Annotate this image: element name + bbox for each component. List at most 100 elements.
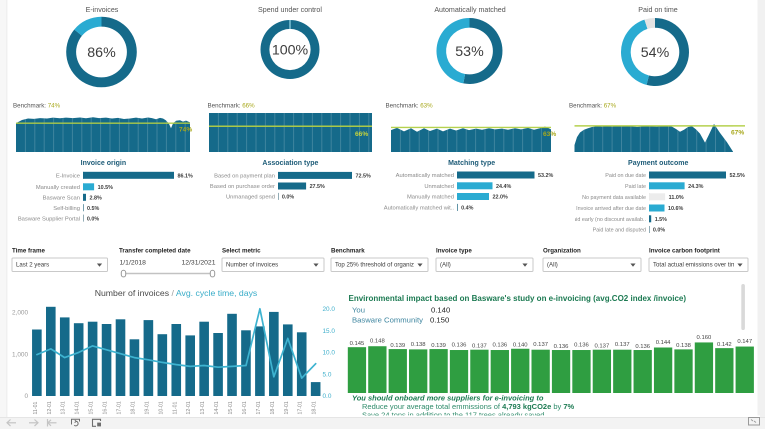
svg-text:0.5%: 0.5% [87,206,99,212]
svg-text:Basware Scan: Basware Scan [43,196,80,202]
svg-text:52.5%: 52.5% [730,173,745,179]
svg-text:15-01: 15-01 [228,401,234,414]
svg-text:E-invoices: E-invoices [86,6,119,14]
svg-text:72.5%: 72.5% [356,174,371,180]
svg-text:Time frame: Time frame [12,248,45,255]
svg-text:24.3%: 24.3% [688,184,703,190]
svg-text:67%: 67% [731,130,744,137]
svg-text:Invoice carbon footprint: Invoice carbon footprint [649,248,720,255]
svg-text:Association type: Association type [262,160,318,167]
svg-text:1/1/2018: 1/1/2018 [120,260,147,267]
svg-text:10.5%: 10.5% [98,185,113,191]
svg-text:Organization: Organization [543,248,581,255]
svg-text:14-01: 14-01 [75,401,81,414]
svg-text:0.140: 0.140 [431,306,450,315]
svg-text:0.147: 0.147 [737,339,752,345]
svg-text:66%: 66% [355,131,368,138]
svg-text:0.0%: 0.0% [87,216,99,222]
svg-text:14-01: 14-01 [214,401,220,414]
svg-text:Total actual emissions over ti: Total actual emissions over time [653,261,740,268]
svg-text:0.140: 0.140 [513,343,528,349]
svg-text:13-01: 13-01 [200,401,206,414]
svg-text:0.136: 0.136 [452,342,467,348]
svg-text:86.1%: 86.1% [178,174,193,180]
svg-text:1.5%: 1.5% [655,217,667,223]
svg-text:0.137: 0.137 [533,342,548,348]
svg-text:Number of invoices: Number of invoices [226,261,278,268]
svg-text:11-01: 11-01 [172,402,178,415]
svg-text:Spend under control: Spend under control [258,6,322,14]
svg-text:Self-billing: Self-billing [53,206,80,212]
svg-text:0.137: 0.137 [615,342,630,348]
svg-text:11.0%: 11.0% [669,195,684,201]
svg-text:Save 24 tons in addition to th: Save 24 tons in addition to the 117 tree… [362,411,544,420]
svg-text:0.0: 0.0 [323,393,332,400]
svg-text:63%: 63% [543,131,556,138]
svg-text:Benchmark: 63%: Benchmark: 63% [386,103,434,110]
svg-text:0.137: 0.137 [594,344,609,350]
svg-text:86%: 86% [87,45,116,61]
svg-text:Automatically matched: Automatically matched [434,6,505,14]
svg-text:Environmental impact based on: Environmental impact based on Basware's … [349,294,687,303]
svg-text:Automatically matched: Automatically matched [396,173,454,179]
svg-text:No payment data available: No payment data available [582,195,646,201]
svg-text:Paid on time: Paid on time [638,6,677,14]
svg-text:2.8%: 2.8% [89,196,101,202]
svg-text:0.136: 0.136 [554,344,569,350]
svg-text:10-01: 10-01 [158,401,164,414]
svg-text:18-01: 18-01 [270,401,276,414]
svg-text:27.5%: 27.5% [310,184,325,190]
svg-text:0.139: 0.139 [431,343,446,349]
svg-text:13-01: 13-01 [61,401,67,414]
svg-text:Paid early (no discount availa: Paid early (no discount availab.. [570,217,646,223]
svg-text:Paid on due date: Paid on due date [605,173,646,179]
svg-text:12/31/2021: 12/31/2021 [181,260,215,267]
svg-text:0.142: 0.142 [717,342,732,348]
svg-text:Matching type: Matching type [448,160,495,167]
svg-text:Last 2 years: Last 2 years [16,261,49,268]
svg-text:100%: 100% [272,43,309,59]
svg-text:20.0: 20.0 [323,306,336,313]
svg-text:E-Invoice: E-Invoice [56,174,80,180]
svg-text:Manually matched: Manually matched [407,195,454,201]
svg-text:16-01: 16-01 [103,401,109,414]
svg-text:15.0: 15.0 [323,328,336,335]
svg-text:Benchmark: Benchmark [331,248,365,255]
svg-text:18-01: 18-01 [312,401,318,414]
svg-text:12-01: 12-01 [186,401,192,414]
svg-text:18-01: 18-01 [130,401,136,414]
svg-text:0.137: 0.137 [472,344,487,350]
svg-text:Automatically matched wit..: Automatically matched wit.. [384,206,455,212]
svg-text:You: You [352,306,365,315]
svg-text:54%: 54% [641,45,670,61]
svg-text:Unmatched: Unmatched [424,184,454,190]
svg-text:22.0%: 22.0% [493,195,508,201]
svg-text:Manually created: Manually created [36,185,80,191]
svg-text:16-01: 16-01 [242,401,248,414]
svg-text:17-01: 17-01 [117,401,123,414]
svg-text:0.138: 0.138 [411,342,426,348]
svg-text:0.136: 0.136 [574,342,589,348]
svg-text:Select metric: Select metric [222,248,261,255]
svg-text:Number of invoices / Avg. cycl: Number of invoices / Avg. cycle time, da… [95,288,258,298]
svg-text:53%: 53% [455,44,484,60]
svg-text:Invoice type: Invoice type [436,248,472,255]
svg-text:Top 25% threshold of organizat: Top 25% threshold of organizati... [335,261,426,268]
svg-text:0.0%: 0.0% [282,195,294,201]
svg-text:15-01: 15-01 [89,401,95,414]
svg-text:0.4%: 0.4% [461,206,473,212]
svg-text:19-01: 19-01 [144,401,150,414]
svg-text:53.2%: 53.2% [538,173,553,179]
svg-text:Payment outcome: Payment outcome [628,160,688,167]
svg-text:5.0: 5.0 [323,371,332,378]
svg-text:0.160: 0.160 [697,335,712,341]
svg-text:17-01: 17-01 [256,401,262,414]
svg-text:Invoice origin: Invoice origin [81,160,127,167]
svg-text:Paid late: Paid late [625,184,646,190]
svg-text:74%: 74% [179,127,192,134]
svg-text:Paid late and disputed: Paid late and disputed [593,228,646,234]
svg-text:Benchmark: 74%: Benchmark: 74% [13,103,61,110]
svg-text:0.0%: 0.0% [653,228,665,234]
svg-text:10.0: 10.0 [323,350,336,357]
svg-text:You should onboard more suppli: You should onboard more suppliers for e-… [352,394,544,403]
